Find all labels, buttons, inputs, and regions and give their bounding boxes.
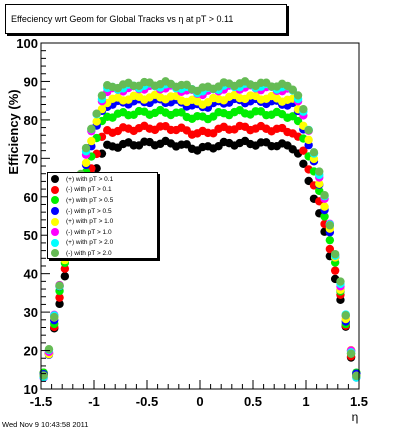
legend-marker — [51, 238, 59, 247]
legend-label: (+) with pT > 2.0 — [66, 239, 114, 247]
x-tick-label: 0 — [196, 394, 203, 409]
y-tick-label: 10 — [24, 382, 38, 397]
data-point — [81, 158, 91, 168]
data-point — [60, 264, 70, 273]
y-tick-label: 20 — [24, 344, 38, 359]
data-point — [299, 146, 308, 155]
data-point — [304, 125, 313, 135]
y-tick-label: 100 — [16, 36, 38, 51]
legend-label: (-) with pT > 1.0 — [66, 228, 112, 236]
data-point — [315, 179, 324, 189]
data-point — [304, 135, 313, 145]
data-point — [97, 91, 107, 100]
legend-entry: (+) with pT > 2.0 — [51, 238, 154, 249]
legend-entry: (+) with pT > 1.0 — [51, 216, 154, 227]
legend-label: (-) with pT > 0.5 — [66, 207, 112, 215]
data-point — [309, 148, 319, 157]
data-point — [87, 124, 96, 134]
x-axis: -1.5 -1 -0.5 0 0.5 1 1.5 — [30, 380, 368, 409]
data-point — [320, 212, 329, 221]
legend-marker — [51, 185, 59, 194]
data-point — [60, 272, 70, 281]
x-tick-label: 1 — [302, 394, 309, 409]
data-point — [81, 143, 91, 153]
data-point — [55, 293, 64, 302]
data-point — [341, 311, 350, 320]
data-point — [87, 136, 96, 146]
data-point — [299, 159, 308, 168]
data-point — [325, 235, 335, 245]
data-point — [315, 167, 324, 176]
y-tick-label: 80 — [24, 113, 38, 128]
data-point — [55, 281, 64, 290]
legend-entry: (-) with pT > 0.1 — [51, 185, 154, 196]
data-point — [92, 117, 101, 126]
x-tick-label: -0.5 — [136, 394, 158, 409]
y-tick-label: 40 — [24, 267, 38, 282]
data-point — [50, 312, 59, 322]
data-point — [325, 244, 335, 254]
data-point — [288, 85, 297, 94]
x-tick-label: 1.5 — [350, 394, 368, 409]
data-point — [346, 349, 356, 358]
legend-label: (-) with pT > 0.1 — [66, 186, 112, 194]
legend-label: (+) with pT > 0.5 — [66, 196, 114, 204]
y-tick-label: 90 — [24, 74, 38, 89]
y-tick-label: 50 — [24, 228, 38, 243]
legend-marker — [51, 175, 59, 184]
x-tick-label: -1.5 — [30, 394, 52, 409]
x-axis-label: η — [352, 410, 359, 424]
data-point — [336, 277, 345, 286]
y-tick-label: 70 — [24, 151, 38, 166]
legend-marker — [51, 207, 59, 216]
legend-entry: (-) with pT > 1.0 — [51, 227, 154, 238]
y-tick-label: 60 — [24, 190, 38, 205]
data-point — [352, 371, 361, 381]
data-point — [92, 109, 101, 118]
data-point — [320, 202, 329, 211]
data-point — [330, 266, 340, 275]
legend-entry: (-) with pT > 0.5 — [51, 206, 154, 217]
legend-entry: (+) with pT > 0.1 — [51, 174, 154, 185]
data-point — [293, 91, 303, 100]
legend-marker — [51, 217, 59, 226]
legend-marker — [51, 228, 59, 237]
legend-entry: (-) with pT > 2.0 — [51, 248, 154, 259]
legend-entry: (+) with pT > 0.5 — [51, 195, 154, 206]
data-point — [330, 249, 340, 259]
data-point — [325, 221, 335, 230]
data-point — [299, 104, 308, 114]
data-point — [320, 191, 329, 200]
legend-label: (+) with pT > 1.0 — [66, 218, 114, 226]
data-point — [44, 344, 54, 354]
legend-marker — [51, 196, 59, 205]
data-points — [39, 77, 361, 382]
x-tick-label: 0.5 — [244, 394, 262, 409]
x-tick-label: -1 — [88, 394, 100, 409]
y-axis: 10 20 30 40 50 60 70 80 90 100 — [16, 36, 50, 397]
legend: (+) with pT > 0.1 (-) with pT > 0.1 (+) wi… — [47, 172, 158, 259]
chart-title: Effeciency wrt Geom for Global Tracks vs… — [5, 4, 287, 34]
legend-label: (+) with pT > 0.1 — [66, 175, 114, 183]
y-tick-label: 30 — [24, 305, 38, 320]
data-point — [55, 299, 64, 309]
legend-marker — [51, 249, 59, 258]
legend-label: (-) with pT > 2.0 — [66, 249, 112, 257]
timestamp: Wed Nov 9 10:43:58 2011 — [2, 420, 89, 429]
y-axis-label: Efficiency (%) — [6, 89, 21, 174]
